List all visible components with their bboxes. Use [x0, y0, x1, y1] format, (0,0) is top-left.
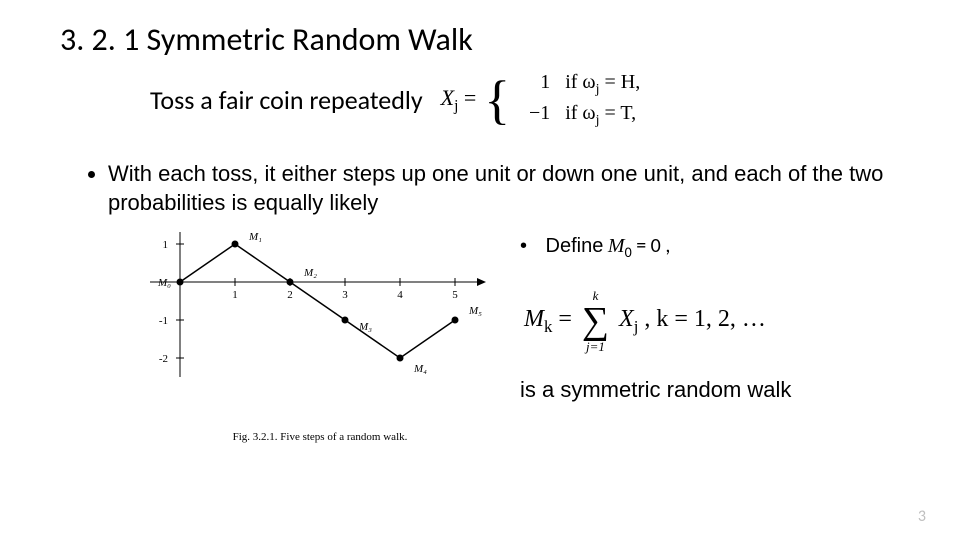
page-number: 3 — [918, 507, 926, 526]
brace-icon: { — [484, 76, 510, 125]
xj-sub: j — [454, 97, 458, 114]
define-label: Define — [546, 235, 604, 257]
svg-text:-2: -2 — [159, 353, 168, 365]
svg-text:M₀: M₀ — [157, 277, 171, 289]
case1-cond: if ω — [565, 71, 595, 93]
case1-val: 1 — [518, 69, 550, 96]
slide-subtitle: Toss a fair coin repeatedly — [150, 84, 423, 116]
slide-title: 3. 2. 1 Symmetric Random Walk — [60, 20, 900, 59]
svg-text:M₃: M₃ — [358, 321, 372, 333]
sigma-icon: k ∑ j=1 — [582, 289, 609, 353]
bullet-1: With each toss, it either steps up one u… — [108, 159, 900, 218]
random-walk-figure: 1 -1 -2 1 2 3 4 5 M₀ M₁ M₂ M₃ M₄ M₅ — [130, 232, 490, 422]
xj-var: X — [441, 85, 454, 110]
svg-text:1: 1 — [232, 289, 238, 301]
define-line: • Define M0 = 0 , — [520, 234, 900, 261]
case2-cond: if ω — [565, 102, 595, 124]
conclusion-text: is a symmetric random walk — [520, 377, 900, 403]
svg-text:-1: -1 — [159, 315, 168, 327]
svg-text:5: 5 — [452, 289, 458, 301]
svg-text:M₂: M₂ — [303, 267, 317, 279]
svg-text:M₅: M₅ — [468, 305, 482, 317]
svg-text:M₄: M₄ — [413, 363, 427, 375]
svg-text:3: 3 — [342, 289, 348, 301]
svg-text:4: 4 — [397, 289, 403, 301]
mk-formula: Mk = k ∑ j=1 Xj , k = 1, 2, … — [524, 289, 900, 353]
svg-text:2: 2 — [287, 289, 293, 301]
case2-val: −1 — [518, 100, 550, 127]
figure-caption: Fig. 3.2.1. Five steps of a random walk. — [130, 431, 510, 443]
svg-text:1: 1 — [163, 239, 169, 251]
svg-text:M₁: M₁ — [248, 232, 262, 243]
xj-definition: Xj = { 1 if ωj = H, −1 if ωj = T, — [441, 69, 641, 131]
